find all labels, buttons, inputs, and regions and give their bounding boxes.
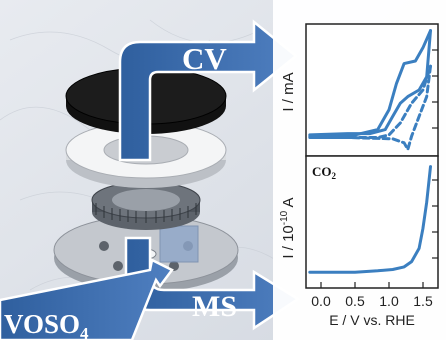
plots-panel: I / mA CO2 I / 10-10 A 0.0 0.5 1.0 1.5 E…: [273, 0, 446, 340]
cv-label: CV: [182, 41, 227, 76]
cv-series-0-forward: [308, 29, 432, 138]
co2-label: CO2: [312, 164, 337, 181]
ms-label: MS: [192, 290, 237, 323]
x-tick-label-0: 0.0: [311, 293, 331, 309]
voso4-arrow: [0, 258, 174, 340]
cv-curves: [308, 29, 432, 151]
cell-assembly: [53, 67, 239, 292]
x-tick-label-1: 0.5: [345, 293, 365, 309]
cv-ylabel: I / mA: [280, 72, 297, 111]
knurled-spacer: [91, 181, 201, 230]
x-tick-labels: 0.0 0.5 1.0 1.5: [311, 293, 433, 309]
cv-series-1-reverse: [308, 64, 432, 151]
x-tick-label-2: 1.0: [379, 293, 399, 309]
cv-series-0-reverse: [308, 29, 432, 137]
ms-curves: [308, 165, 432, 274]
voso4-label: VOSO4: [4, 309, 89, 340]
cv-right-ticks: [432, 49, 438, 129]
ms-right-ticks: [432, 179, 438, 259]
ms-plot-frame: [305, 155, 439, 289]
ms-series-0: [308, 165, 432, 274]
ms-ylabel: I / 10-10 A: [279, 197, 297, 258]
x-tick-label-3: 1.5: [413, 293, 433, 309]
x-axis-label: E / V vs. RHE: [329, 312, 415, 328]
x-tick-marks: [320, 282, 424, 288]
